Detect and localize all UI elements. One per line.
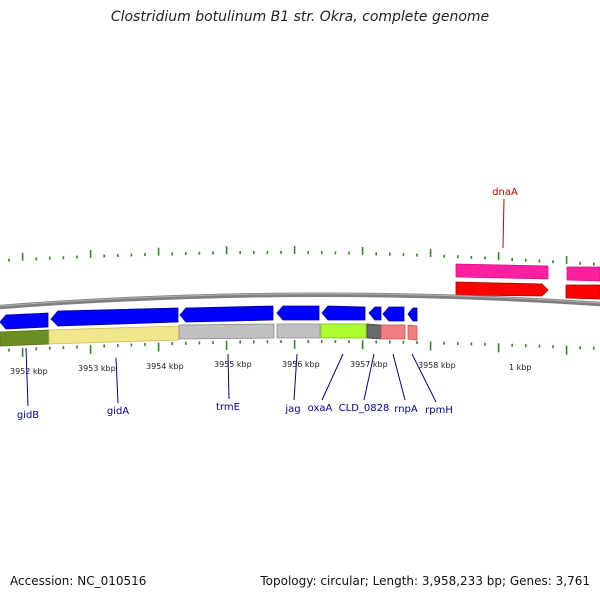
- genome-backbone-highlight: [0, 293, 600, 307]
- label-leader-CLD_0828: [363, 353, 375, 401]
- label-leader-gidB: [25, 347, 29, 407]
- gene-gidA-box[interactable]: [48, 325, 180, 345]
- label-leader-oxaA: [321, 353, 344, 401]
- gene-CLD_0828-box[interactable]: [366, 323, 382, 340]
- gene-dnaA-box[interactable]: [455, 263, 549, 280]
- scale-labels: 3952 kbp 3953 kbp 3954 kbp 3955 kbp 3956…: [10, 360, 531, 376]
- map-title: Clostridium botulinum B1 str. Okra, comp…: [110, 9, 490, 25]
- cds-jag-arrow[interactable]: [276, 305, 320, 321]
- forward-strand: [455, 263, 600, 300]
- genome-backbone: [0, 292, 600, 310]
- scale-label: 3956 kbp: [282, 360, 320, 369]
- reverse-strand-genes: [0, 323, 418, 347]
- scale-label: 3957 kbp: [350, 360, 388, 369]
- label-leader-gidA: [115, 357, 119, 404]
- gene-label-CLD_0828[interactable]: CLD_0828: [339, 403, 390, 414]
- gene-oxaA-box[interactable]: [320, 323, 367, 339]
- gene-label-dnaA[interactable]: dnaA: [492, 187, 518, 198]
- gene-rpmH-box[interactable]: [407, 324, 418, 341]
- scale-label: 1 kbp: [509, 363, 531, 372]
- cds-oxaA-arrow[interactable]: [321, 305, 366, 321]
- scale-label: 3955 kbp: [214, 360, 252, 369]
- gene-rnpA-box[interactable]: [380, 324, 406, 340]
- cds-rnpA-arrow[interactable]: [382, 306, 405, 322]
- gene-next-box[interactable]: [566, 266, 600, 282]
- gene-label-oxaA[interactable]: oxaA: [308, 403, 333, 414]
- scale-label: 3958 kbp: [418, 361, 456, 370]
- label-leader-trmE: [227, 353, 230, 400]
- lower-tick-row: [8, 339, 595, 357]
- gene-label-rpmH[interactable]: rpmH: [425, 405, 453, 416]
- cds-gidB-arrow[interactable]: [0, 312, 49, 330]
- upper-tick-row: [8, 245, 595, 266]
- accession-text: Accession: NC_010516: [10, 574, 147, 588]
- cds-gidA-arrow[interactable]: [50, 307, 179, 327]
- cds-CLD_0828-arrow[interactable]: [368, 306, 382, 321]
- label-leader-dnaA: [502, 198, 505, 249]
- gene-label-gidB[interactable]: gidB: [17, 410, 39, 421]
- cds-rpmH-arrow[interactable]: [407, 307, 418, 322]
- label-leader-jag: [293, 353, 298, 401]
- reverse-gene-labels: gidB gidA trmE jag oxaA CLD_0828 rnpA rp…: [17, 347, 453, 421]
- reverse-strand-cds: [0, 305, 418, 330]
- cds-trmE-arrow[interactable]: [179, 305, 274, 323]
- forward-gene-labels: dnaA: [492, 187, 518, 249]
- gene-label-jag[interactable]: jag: [284, 404, 300, 415]
- gene-gidB-box[interactable]: [0, 329, 50, 347]
- scale-label: 3954 kbp: [146, 362, 184, 371]
- genome-summary-text: Topology: circular; Length: 3,958,233 bp…: [260, 574, 590, 588]
- gene-jag-box[interactable]: [276, 323, 321, 339]
- gene-label-gidA[interactable]: gidA: [107, 406, 129, 417]
- gene-label-rnpA[interactable]: rnpA: [394, 404, 418, 415]
- gene-label-trmE[interactable]: trmE: [216, 402, 240, 413]
- scale-label: 3953 kbp: [78, 364, 116, 373]
- cds-dnaA-arrow[interactable]: [455, 281, 549, 297]
- label-leader-rpmH: [411, 353, 437, 403]
- gene-trmE-box[interactable]: [178, 323, 275, 340]
- cds-next-arrow[interactable]: [565, 284, 600, 300]
- scale-label: 3952 kbp: [10, 367, 48, 376]
- label-leader-rnpA: [392, 353, 406, 401]
